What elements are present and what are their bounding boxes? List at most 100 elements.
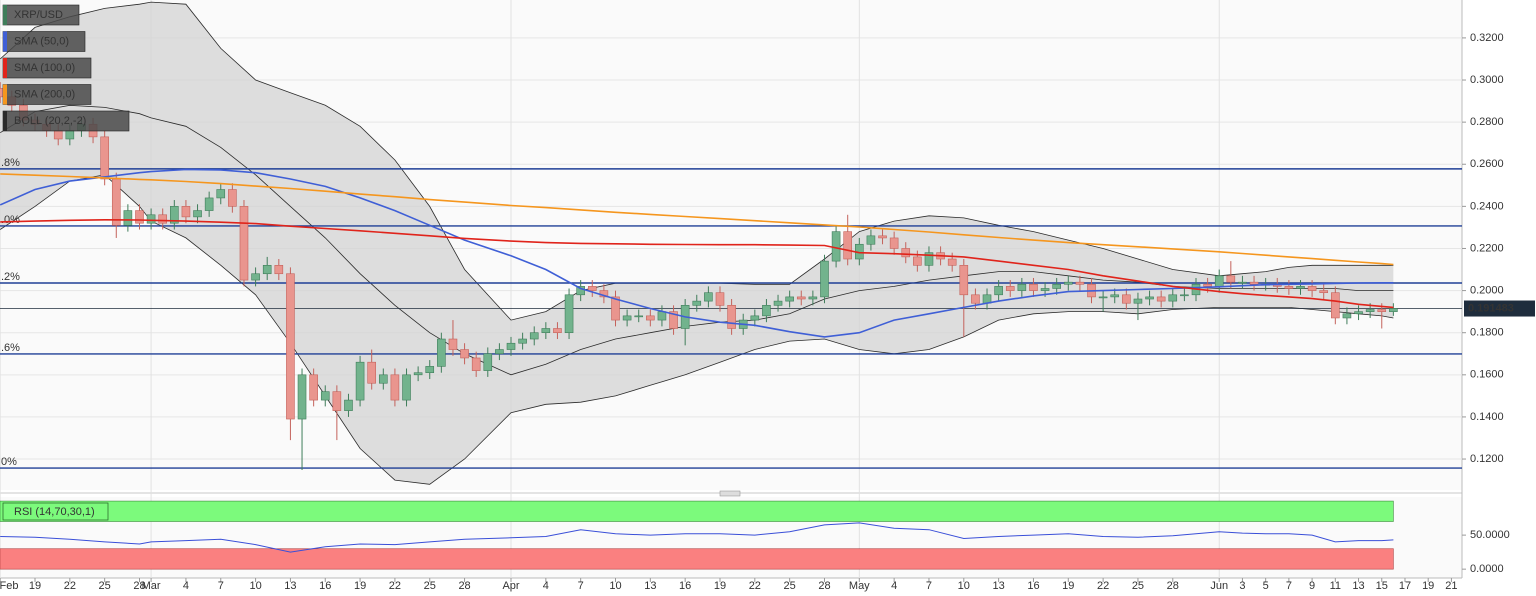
candle-body <box>866 235 876 245</box>
candle-body <box>1238 281 1247 284</box>
band-fill <box>0 2 1394 485</box>
level-label: .8% <box>1 157 20 169</box>
candle-body <box>889 237 899 249</box>
band-middle <box>0 104 1394 376</box>
candle-body <box>193 210 202 218</box>
candle-body <box>529 332 539 340</box>
rsi-label-box <box>2 502 109 521</box>
x-tick-label: 19 <box>29 580 41 592</box>
candle-body <box>901 248 911 258</box>
candle-body <box>1214 275 1224 287</box>
x-tick-label: Feb <box>0 580 18 592</box>
x-tick-label: 22 <box>389 580 401 592</box>
resize-handle[interactable] <box>719 490 741 497</box>
candle-body <box>274 265 284 275</box>
candle-body <box>216 189 226 199</box>
x-tick-label: 28 <box>458 580 470 592</box>
candle-body <box>1145 296 1154 300</box>
oversold-band <box>0 548 1394 570</box>
x-tick-label: 11 <box>1330 580 1341 592</box>
candle-body <box>1319 290 1329 293</box>
candle-body <box>1342 313 1352 319</box>
candle-body <box>146 214 156 224</box>
y-tick-label: 0.1400 <box>1470 411 1504 423</box>
candle-body <box>286 273 295 420</box>
y-tick-label: 0.3000 <box>1470 74 1504 86</box>
candle-body <box>1110 294 1120 298</box>
rsi-label: RSI (14,70,30,1) <box>14 506 95 518</box>
candle-body <box>135 210 144 224</box>
x-tick-label: 19 <box>1422 580 1434 592</box>
x-tick-label: 7 <box>926 580 932 592</box>
x-tick-label: Apr <box>502 580 519 592</box>
candle-body <box>704 292 713 302</box>
rsi-tick-label: 50.0000 <box>1470 529 1510 541</box>
sma-line <box>0 173 1394 266</box>
candle-body <box>959 265 969 296</box>
x-tick-label: 22 <box>749 580 761 592</box>
legend-swatch <box>3 5 7 25</box>
candle-body <box>715 292 725 306</box>
rsi-line <box>0 522 1394 553</box>
candle-body <box>646 315 655 321</box>
candle-body <box>669 311 678 329</box>
candle-body <box>158 214 168 224</box>
candle-body <box>1284 286 1294 289</box>
x-tick-label: 25 <box>99 580 111 592</box>
candle-body <box>622 315 632 321</box>
candle-body <box>1307 286 1317 291</box>
candle-body <box>820 260 829 298</box>
candle-body <box>378 374 388 384</box>
candle-body <box>344 399 353 411</box>
candle-body <box>1098 296 1108 299</box>
last-price-label: 0.191483 <box>1468 302 1514 314</box>
x-tick-label: 5 <box>1263 580 1269 592</box>
sma-line <box>0 168 1394 338</box>
x-tick-label: 19 <box>1062 580 1074 592</box>
band-lower <box>0 174 1394 485</box>
candle-body <box>576 286 585 296</box>
candle-body <box>1226 275 1236 283</box>
x-tick-label: 25 <box>784 580 796 592</box>
candle-body <box>181 206 191 218</box>
candle-body <box>425 366 435 374</box>
candle-body <box>1365 309 1375 312</box>
overbought-band <box>0 500 1394 522</box>
candle-body <box>611 296 620 321</box>
candle-body <box>553 328 562 334</box>
candle-body <box>657 311 667 321</box>
x-tick-label: 28 <box>818 580 830 592</box>
legend-label: BOLL (20,2,-2) <box>14 115 86 127</box>
x-tick-label: 21 <box>1445 580 1457 592</box>
x-tick-label: 13 <box>1352 580 1364 592</box>
candle-body <box>924 252 934 266</box>
candle-body <box>1389 308 1398 312</box>
y-tick-label: 0.3200 <box>1470 32 1504 44</box>
candle-body <box>355 361 365 401</box>
level-label: .0% <box>1 214 20 226</box>
candle-body <box>541 328 551 334</box>
legend-swatch <box>3 84 7 105</box>
x-tick-label: Jun <box>1210 580 1228 592</box>
x-tick-label: 10 <box>609 580 621 592</box>
candle-body <box>1156 296 1166 302</box>
candle-body <box>402 374 411 401</box>
x-tick-label: 9 <box>1309 580 1315 592</box>
candle-body <box>785 296 794 302</box>
candle-body <box>564 294 574 334</box>
x-tick-label: 15 <box>1376 580 1388 592</box>
x-tick-label: 17 <box>1399 580 1411 592</box>
candle-body <box>1296 286 1305 289</box>
x-tick-label: 16 <box>679 580 691 592</box>
x-tick-label: 19 <box>714 580 726 592</box>
candle-body <box>297 374 307 420</box>
x-tick-label: 25 <box>1132 580 1144 592</box>
candle-body <box>471 357 481 371</box>
x-tick-label: 10 <box>249 580 261 592</box>
candle-body <box>587 286 597 291</box>
candle-body <box>1063 281 1073 285</box>
candle-body <box>437 338 446 367</box>
legend-label: SMA (200,0) <box>14 88 75 100</box>
candle-body <box>1377 309 1387 312</box>
candle-body <box>518 338 527 344</box>
